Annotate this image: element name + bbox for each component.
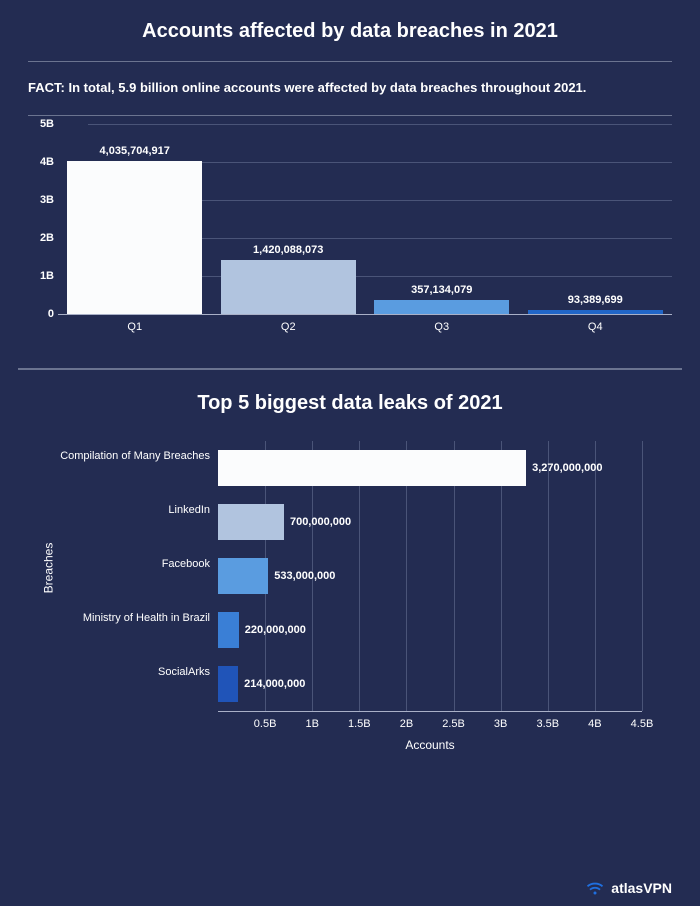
chart2-xtick-label: 4.5B xyxy=(631,718,654,730)
chart1-ytick-label: 2B xyxy=(40,232,54,244)
chart1-bar-column: 1,420,088,073 xyxy=(212,124,366,314)
chart2-category-label: LinkedIn xyxy=(30,504,210,516)
chart1-ytick-label: 5B xyxy=(40,118,54,130)
chart2-category-label: Ministry of Health in Brazil xyxy=(30,612,210,624)
brand-name: atlasVPN xyxy=(611,880,672,896)
chart2-bar: 700,000,000LinkedIn xyxy=(218,504,284,540)
chart1-xtick-label: Q4 xyxy=(519,315,673,333)
chart1-bar: 357,134,079 xyxy=(374,300,509,314)
chart2-title: Top 5 biggest data leaks of 2021 xyxy=(28,392,672,415)
chart2-category-label: SocialArks xyxy=(30,666,210,678)
chart2-row: 3,270,000,000Compilation of Many Breache… xyxy=(218,441,642,495)
chart2-gridline xyxy=(642,441,643,711)
fact-prefix: FACT: xyxy=(28,80,68,95)
chart2-bar-label: 700,000,000 xyxy=(290,516,351,528)
chart1-bar-column: 4,035,704,917 xyxy=(58,124,212,314)
chart2-xtick-label: 0.5B xyxy=(254,718,277,730)
top5-chart: Breaches 3,270,000,000Compilation of Man… xyxy=(28,441,672,771)
chart2-row: 220,000,000Ministry of Health in Brazil xyxy=(218,603,642,657)
chart2-xtick-label: 2B xyxy=(400,718,413,730)
chart1-bar: 4,035,704,917 xyxy=(67,161,202,314)
page-title: Accounts affected by data breaches in 20… xyxy=(28,20,672,43)
chart2-category-label: Facebook xyxy=(30,558,210,570)
chart1-ytick-label: 3B xyxy=(40,194,54,206)
chart1-ytick-label: 1B xyxy=(40,270,54,282)
chart2-row: 533,000,000Facebook xyxy=(218,549,642,603)
chart2-bar: 220,000,000Ministry of Health in Brazil xyxy=(218,612,239,648)
chart1-xtick-label: Q2 xyxy=(212,315,366,333)
chart2-xaxis-title: Accounts xyxy=(405,738,454,752)
chart2-bar: 3,270,000,000Compilation of Many Breache… xyxy=(218,450,526,486)
chart1-bar-column: 357,134,079 xyxy=(365,124,519,314)
chart1-ytick-label: 4B xyxy=(40,156,54,168)
divider xyxy=(28,115,672,116)
divider xyxy=(28,61,672,62)
chart1-bar-label: 357,134,079 xyxy=(411,284,472,296)
fact-line: FACT: In total, 5.9 billion online accou… xyxy=(28,70,672,107)
chart2-xtick-label: 1B xyxy=(305,718,318,730)
chart2-row: 214,000,000SocialArks xyxy=(218,657,642,711)
chart2-row: 700,000,000LinkedIn xyxy=(218,495,642,549)
chart1-xtick-label: Q3 xyxy=(365,315,519,333)
chart2-category-label: Compilation of Many Breaches xyxy=(30,450,210,462)
chart1-bar-label: 4,035,704,917 xyxy=(100,145,170,157)
fact-text: In total, 5.9 billion online accounts we… xyxy=(68,80,586,95)
chart2-bar: 533,000,000Facebook xyxy=(218,558,268,594)
chart2-xtick-label: 1.5B xyxy=(348,718,371,730)
quarterly-chart: 01B2B3B4B5B 4,035,704,9171,420,088,07335… xyxy=(28,124,672,344)
chart2-xtick-label: 3.5B xyxy=(536,718,559,730)
chart1-bar-column: 93,389,699 xyxy=(519,124,673,314)
chart2-xtick-label: 4B xyxy=(588,718,601,730)
chart2-bar-label: 214,000,000 xyxy=(244,678,305,690)
section-divider xyxy=(18,368,682,370)
chart1-bar-label: 93,389,699 xyxy=(568,294,623,306)
wifi-icon xyxy=(585,878,605,898)
chart2-bar-label: 3,270,000,000 xyxy=(532,462,602,474)
chart2-bar: 214,000,000SocialArks xyxy=(218,666,238,702)
chart1-bar: 1,420,088,073 xyxy=(221,260,356,314)
chart2-bar-label: 533,000,000 xyxy=(274,570,335,582)
chart2-bar-label: 220,000,000 xyxy=(245,624,306,636)
brand-logo: atlasVPN xyxy=(585,878,672,898)
chart2-xtick-label: 3B xyxy=(494,718,507,730)
chart2-xtick-label: 2.5B xyxy=(442,718,465,730)
chart1-bar-label: 1,420,088,073 xyxy=(253,244,323,256)
chart1-ytick-label: 0 xyxy=(48,308,54,320)
chart1-xtick-label: Q1 xyxy=(58,315,212,333)
